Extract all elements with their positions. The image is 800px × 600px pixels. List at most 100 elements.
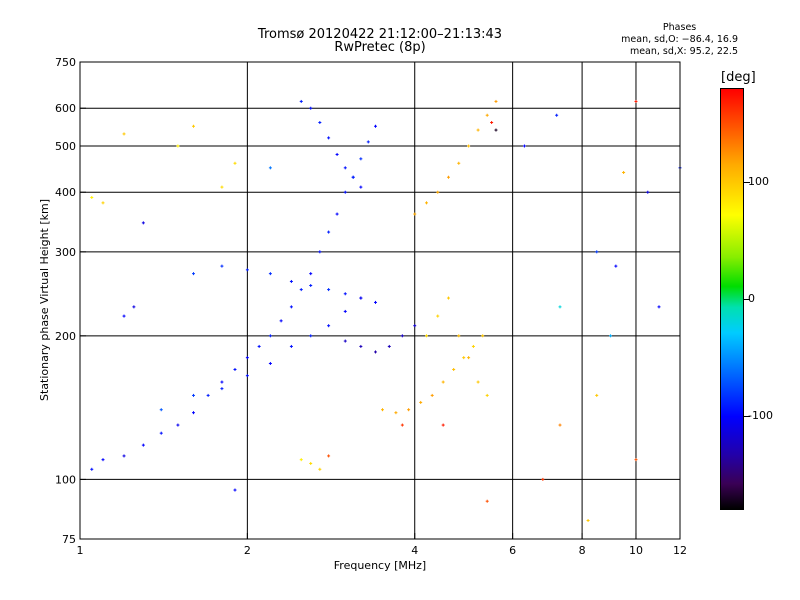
phases-o-mode-stats: mean, sd,O: −86.4, 16.9 <box>621 34 738 45</box>
data-point <box>359 344 363 348</box>
data-point <box>359 185 363 189</box>
data-point <box>289 279 293 283</box>
data-point <box>485 113 489 117</box>
data-point <box>436 190 440 194</box>
data-point <box>309 461 313 465</box>
x-tick-label: 1 <box>77 544 84 557</box>
data-point <box>413 212 417 216</box>
data-point <box>476 128 480 132</box>
data-point <box>220 387 224 391</box>
y-tick-label: 200 <box>55 330 76 343</box>
colorbar-tick <box>744 416 750 418</box>
data-point <box>343 166 347 170</box>
x-tick-label: 12 <box>673 544 687 557</box>
data-point <box>634 458 638 462</box>
x-tick-label: 8 <box>579 544 586 557</box>
data-point <box>657 305 661 309</box>
data-point <box>90 467 94 471</box>
data-point <box>299 458 303 462</box>
data-point <box>141 221 145 225</box>
phases-stats-box: Phases mean, sd,O: −86.4, 16.9 mean, sd,… <box>621 22 738 58</box>
phases-x-mode-stats: mean, sd,X: 95.2, 22.5 <box>629 46 738 57</box>
colorbar-title: [deg] <box>721 70 756 85</box>
x-tick-label: 10 <box>629 544 643 557</box>
data-point <box>457 161 461 165</box>
colorbar-tick-label: -100 <box>748 409 773 423</box>
data-point <box>159 431 163 435</box>
data-point <box>452 367 456 371</box>
data-point <box>467 144 471 148</box>
data-point <box>335 152 339 156</box>
data-point <box>387 344 391 348</box>
data-points <box>90 99 682 523</box>
x-tick-label: 6 <box>509 544 516 557</box>
data-point <box>245 268 249 272</box>
data-point <box>446 175 450 179</box>
data-point <box>279 319 283 323</box>
data-point <box>481 334 485 338</box>
data-point <box>476 380 480 384</box>
y-tick-label: 600 <box>55 102 76 115</box>
data-point <box>343 190 347 194</box>
data-point <box>309 106 313 110</box>
data-point <box>425 201 429 205</box>
plot-frame <box>79 61 681 540</box>
data-point <box>471 344 475 348</box>
data-point <box>558 305 562 309</box>
data-point <box>206 393 210 397</box>
data-point <box>141 443 145 447</box>
data-point <box>555 113 559 117</box>
data-point <box>268 334 272 338</box>
data-point <box>343 292 347 296</box>
grid-layer <box>80 62 680 539</box>
data-point <box>467 356 471 360</box>
data-point <box>586 519 590 523</box>
data-point <box>522 144 526 148</box>
data-point <box>373 300 377 304</box>
data-point <box>373 124 377 128</box>
colorbar-tick-label: 100 <box>748 174 769 188</box>
data-point <box>309 272 313 276</box>
data-point <box>122 454 126 458</box>
data-point <box>309 334 313 338</box>
data-point <box>268 166 272 170</box>
data-point <box>309 283 313 287</box>
data-point <box>373 350 377 354</box>
data-point <box>245 356 249 360</box>
data-point <box>299 288 303 292</box>
data-point <box>419 400 423 404</box>
data-point <box>441 423 445 427</box>
data-point <box>485 499 489 503</box>
data-point <box>122 132 126 136</box>
data-point <box>101 458 105 462</box>
data-point <box>494 99 498 103</box>
data-point <box>359 296 363 300</box>
data-point <box>122 314 126 318</box>
data-point <box>430 393 434 397</box>
data-point <box>400 334 404 338</box>
y-tick-label: 300 <box>55 246 76 259</box>
data-point <box>220 380 224 384</box>
data-point <box>343 339 347 343</box>
data-point <box>132 305 136 309</box>
data-point <box>558 423 562 427</box>
data-point <box>191 272 195 276</box>
data-point <box>327 230 331 234</box>
data-point <box>299 99 303 103</box>
colorbar-tick-label: 0 <box>748 292 755 305</box>
data-point <box>327 324 331 328</box>
x-tick-label: 2 <box>244 544 251 557</box>
phases-heading: Phases <box>662 22 697 33</box>
data-point <box>318 250 322 254</box>
chart-title: Tromsø 20120422 21:12:00–21:13:43 <box>257 27 503 42</box>
data-point <box>366 140 370 144</box>
x-axis-label: Frequency [MHz] <box>334 559 426 572</box>
data-point <box>233 488 237 492</box>
data-point <box>413 324 417 328</box>
data-point <box>485 393 489 397</box>
data-point <box>614 264 618 268</box>
data-point <box>289 305 293 309</box>
colorbar-tick <box>744 299 750 300</box>
data-point <box>233 161 237 165</box>
data-point <box>446 296 450 300</box>
